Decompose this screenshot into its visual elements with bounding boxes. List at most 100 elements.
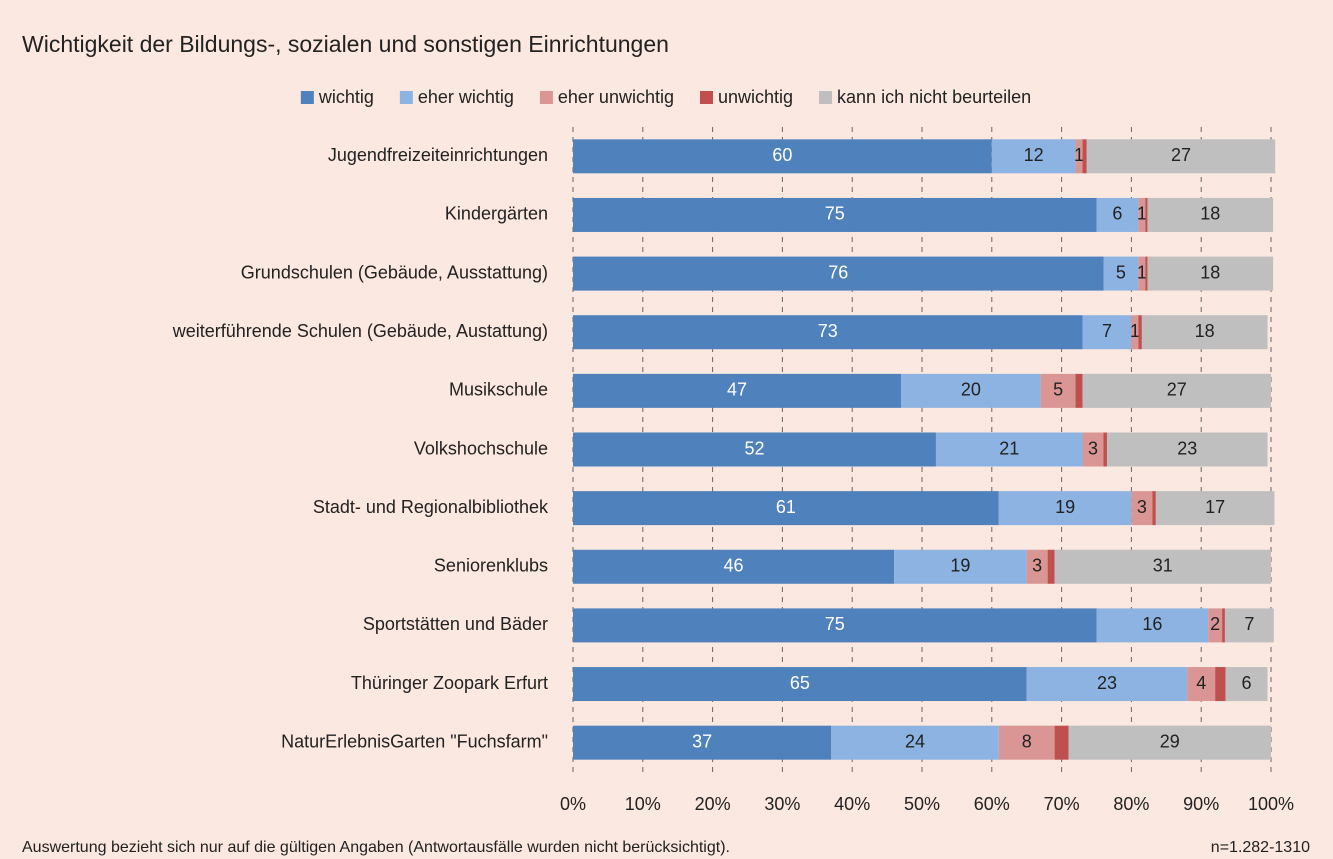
y-tick-label: Volkshochschule: [414, 438, 548, 458]
y-tick-label: Seniorenklubs: [434, 556, 548, 576]
bar-segment: [831, 725, 999, 760]
data-label: 23: [1097, 673, 1117, 693]
bar-segment: [573, 315, 1083, 350]
data-label: 3: [1088, 438, 1098, 458]
bar-segment: [1138, 256, 1146, 291]
bar-segment: [1187, 667, 1216, 702]
data-label: 18: [1195, 321, 1215, 341]
data-label: 17: [1205, 497, 1225, 517]
bar-segment: [901, 373, 1041, 408]
data-label: 1: [1074, 145, 1084, 165]
bar-segment: [573, 197, 1097, 232]
y-tick-label: NaturErlebnisGarten "Fuchsfarm": [281, 731, 548, 751]
x-tick-label: 90%: [1183, 794, 1219, 814]
data-label: 31: [1153, 556, 1173, 576]
bar-segment: [1222, 608, 1225, 643]
data-label: 65: [790, 673, 810, 693]
bar-segment: [1082, 432, 1104, 467]
data-label: 24: [905, 731, 925, 751]
bar-segment: [1047, 549, 1055, 584]
data-label: 1: [1130, 321, 1140, 341]
x-tick-label: 30%: [764, 794, 800, 814]
bar-segment: [1155, 491, 1275, 526]
data-label: 73: [818, 321, 838, 341]
x-tick-label: 100%: [1248, 794, 1294, 814]
bar-segment: [1224, 608, 1274, 643]
bar-segment: [1026, 667, 1188, 702]
data-label: 46: [724, 556, 744, 576]
bar-segment: [1082, 315, 1132, 350]
x-tick-label: 20%: [695, 794, 731, 814]
x-tick-label: 40%: [834, 794, 870, 814]
bar-segment: [1054, 725, 1069, 760]
bar-segment: [1096, 197, 1139, 232]
data-label: 1: [1137, 262, 1147, 282]
data-label: 75: [825, 614, 845, 634]
bar-segment: [1147, 197, 1274, 232]
bar-segment: [1096, 608, 1209, 643]
bar-segment: [1145, 197, 1148, 232]
footnote: Auswertung bezieht sich nur auf die gült…: [22, 839, 730, 856]
y-tick-label: Jugendfreizeiteinrichtungen: [328, 145, 548, 165]
x-tick-label: 0%: [560, 794, 586, 814]
bar-segment: [1131, 315, 1139, 350]
bar-segment: [1075, 139, 1083, 174]
bar-segment: [998, 725, 1055, 760]
bar-segment: [573, 491, 999, 526]
data-label: 2: [1210, 614, 1220, 634]
bar-segment: [1131, 491, 1153, 526]
sample-note: n=1.282-1310: [1211, 839, 1310, 856]
bar-segment: [573, 667, 1027, 702]
bar-segment: [1103, 256, 1139, 291]
bar-segment: [1152, 491, 1156, 526]
y-tick-label: Stadt- und Regionalbibliothek: [313, 497, 549, 517]
x-tick-label: 10%: [625, 794, 661, 814]
bar-segment: [1215, 667, 1226, 702]
y-tick-label: Thüringer Zoopark Erfurt: [351, 673, 548, 693]
data-label: 8: [1022, 731, 1032, 751]
data-label: 5: [1116, 262, 1126, 282]
legend-swatch: [399, 91, 413, 104]
data-label: 76: [828, 262, 848, 282]
data-label: 52: [744, 438, 764, 458]
bar-segment: [1225, 667, 1268, 702]
chart-title: Wichtigkeit der Bildungs-, sozialen und …: [22, 31, 669, 57]
bar-segment: [1138, 315, 1142, 350]
bar-segment: [573, 725, 832, 760]
y-tick-label: Musikschule: [449, 380, 548, 400]
bar-segment: [1075, 373, 1083, 408]
bar-segment: [1208, 608, 1223, 643]
bar-segment: [998, 491, 1132, 526]
x-tick-label: 50%: [904, 794, 940, 814]
data-label: 1: [1137, 204, 1147, 224]
data-label: 23: [1177, 438, 1197, 458]
bar-segment: [573, 608, 1097, 643]
bar-segment: [991, 139, 1076, 174]
bar-segment: [573, 256, 1104, 291]
bar-segment: [1082, 373, 1271, 408]
legend-label: wichtig: [318, 87, 374, 107]
bar-segment: [573, 432, 936, 467]
data-label: 29: [1160, 731, 1180, 751]
bar-segment: [1086, 139, 1276, 174]
bar-segment: [1138, 197, 1146, 232]
bar-segment: [935, 432, 1083, 467]
bar-segment: [1103, 432, 1107, 467]
data-label: 19: [1055, 497, 1075, 517]
data-label: 19: [950, 556, 970, 576]
data-label: 12: [1024, 145, 1044, 165]
y-tick-label: weiterführende Schulen (Gebäude, Austatt…: [172, 321, 548, 341]
bar-segment: [1082, 139, 1087, 174]
data-label: 61: [776, 497, 796, 517]
data-label: 37: [692, 731, 712, 751]
y-tick-label: Grundschulen (Gebäude, Ausstattung): [241, 262, 548, 282]
data-label: 3: [1137, 497, 1147, 517]
bar-segment: [573, 373, 902, 408]
legend-label: eher unwichtig: [558, 87, 674, 107]
legend-swatch: [539, 91, 553, 104]
data-label: 7: [1244, 614, 1254, 634]
legend-swatch: [300, 91, 314, 104]
legend-swatch: [819, 91, 833, 104]
bar-segment: [1040, 373, 1076, 408]
x-tick-label: 70%: [1044, 794, 1080, 814]
